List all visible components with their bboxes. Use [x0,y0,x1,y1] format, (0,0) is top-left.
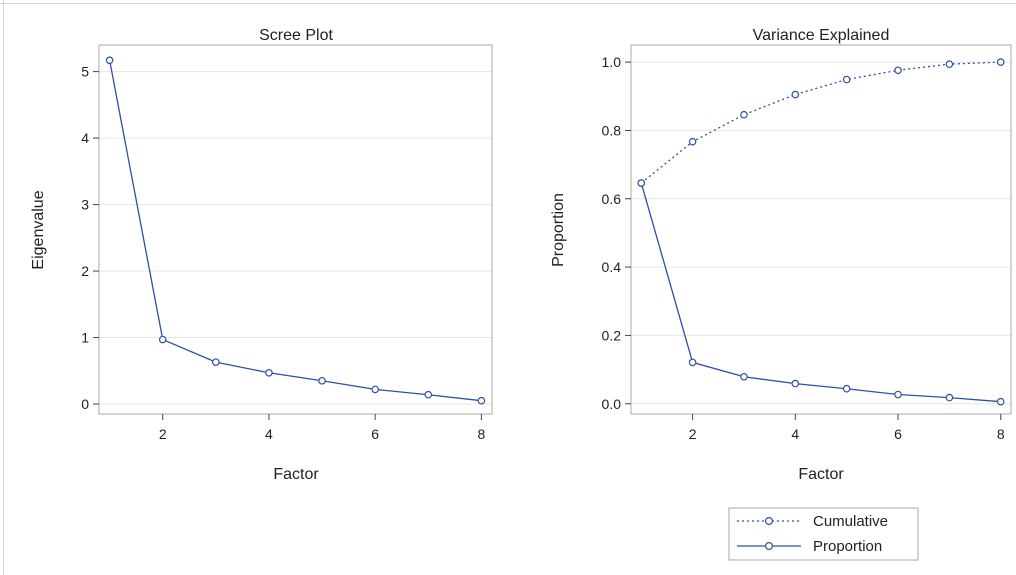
variance-explained-y-tick-label: 0.6 [602,191,622,207]
variance-explained-frame [630,44,1012,415]
variance-explained-proportion-line [640,182,1001,403]
variance-explained-cumulative-point [688,137,697,146]
scree-plot-x-tick-label: 2 [159,426,167,442]
legend-cumulative-marker [764,516,773,525]
legend-proportion-marker [764,541,773,550]
variance-explained-y-tick-label: 0.8 [602,122,622,138]
variance-explained-proportion-point [945,393,954,402]
variance-explained-proportion-point [842,384,851,393]
variance-explained-x-tick-label: 6 [894,426,902,442]
scree-plot-y-tick-label: 0 [81,396,89,412]
variance-explained-proportion-point [688,358,697,367]
scree-plot-y-tick-label: 1 [81,330,89,346]
variance-explained-panel: Variance Explained 2 4 6 8 0.0 0.2 0.4 0.6 0.8 1… [550,27,1012,561]
scree-plot-x-tick-label: 6 [371,426,379,442]
variance-explained-y-tick-label: 1.0 [602,54,622,70]
variance-explained-cumulative-line [640,61,1001,184]
scree-plot-eigenvalue-point [158,335,167,344]
variance-explained-proportion-point [791,379,800,388]
variance-explained-x-axis: 2 4 6 8 [689,414,1005,442]
legend-cumulative-label: Cumulative [813,513,888,530]
scree-plot-title: Scree Plot [259,27,333,44]
scree-plot-eigenvalue-point [371,385,379,394]
variance-explained-cumulative-point [842,75,851,84]
scree-plot-y-tick-label: 5 [81,64,89,80]
variance-explained-proportion-point [996,397,1005,406]
scree-plot-eigenvalue-point [424,390,433,399]
variance-explained-cumulative-point [740,110,748,119]
scree-plot-eigenvalue-point [265,368,273,377]
variance-explained-x-tick-label: 8 [997,426,1005,442]
scree-plot-frame [98,44,493,415]
variance-explained-cumulative-point [894,66,902,75]
variance-explained-cumulative-point [791,90,800,99]
variance-explained-x-tick-label: 2 [689,426,697,442]
scree-plot-eigenvalue-point [318,376,326,385]
scree-plot-y-tick-label: 3 [81,197,89,213]
variance-explained-y-tick-label: 0.4 [602,259,622,275]
scree-plot-x-axis: 2 4 6 8 [159,414,485,442]
scree-plot-y-axis-label: Eigenvalue [30,190,47,269]
variance-explained-proportion-point [894,390,902,399]
scree-plot-eigenvalue-point [477,396,486,405]
scree-plot-eigenvalue-point [105,56,114,65]
variance-explained-series [637,58,1005,406]
scree-plot-eigenvalue-point [212,358,220,366]
scree-plot-eigenvalue-line [108,60,482,402]
variance-explained-cumulative-point [996,58,1005,66]
variance-explained-proportion-point [740,372,748,381]
variance-explained-y-axis-label: Proportion [550,193,567,267]
legend: Cumulative Proportion [728,507,919,561]
scree-plot-x-axis-label: Factor [273,466,319,483]
variance-explained-title: Variance Explained [753,27,890,44]
scree-plot-panel: Scree Plot 2 4 6 8 0 1 2 3 4 5 Factor Eigenvalue [30,27,493,483]
variance-explained-y-tick-label: 0.0 [602,396,622,412]
legend-proportion-label: Proportion [813,538,882,555]
variance-explained-y-tick-label: 0.2 [602,327,622,343]
scree-plot-y-axis: 0 1 2 3 4 5 [81,64,99,412]
variance-explained-y-axis: 0.0 0.2 0.4 0.6 0.8 1.0 [602,54,631,412]
variance-explained-cumulative-point [945,60,954,68]
scree-plot-x-tick-label: 4 [265,426,273,442]
scree-plot-y-tick-label: 2 [81,263,89,279]
variance-explained-x-axis-label: Factor [798,466,844,483]
scree-plot-x-tick-label: 8 [477,426,485,442]
variance-explained-proportion-point [637,179,646,187]
scree-plot-series [105,56,486,405]
scree-plot-y-tick-label: 4 [81,130,89,146]
legend-box [728,507,919,561]
legend-items: Cumulative Proportion [737,513,888,555]
variance-explained-x-tick-label: 4 [791,426,799,442]
scree-plot-gridlines [99,71,492,405]
